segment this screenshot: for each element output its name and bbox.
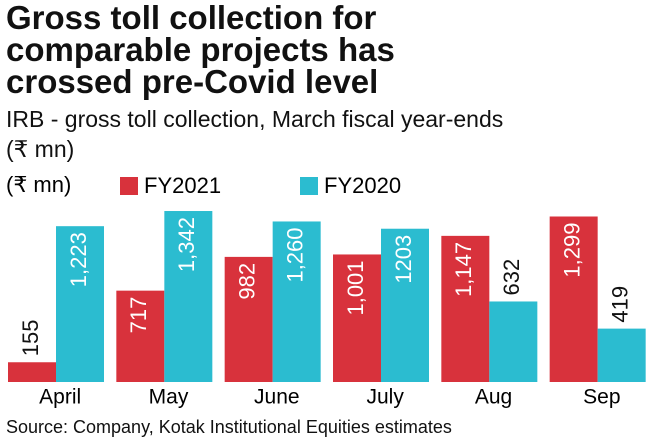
bar [56,226,104,382]
bar [597,328,646,382]
x-tick-label: May [149,386,189,409]
bar [489,301,538,382]
bar [116,290,165,382]
value-label: 632 [499,259,524,296]
legend-label: FY2021 [144,173,221,198]
value-label: 982 [234,263,259,300]
value-label: 1203 [391,235,416,284]
x-tick-label: June [254,386,300,409]
bar [333,254,381,382]
value-label: 1,001 [343,260,368,315]
x-tick-label: Aug [475,386,512,409]
source: Source: Company, Kotak Institutional Equ… [6,417,452,437]
value-label: 1,260 [282,227,307,282]
x-tick-label: Sep [583,386,620,409]
value-label: 1,223 [66,232,91,287]
x-tick-label: April [39,386,81,409]
value-label: 717 [126,297,151,334]
bar [381,228,429,382]
bar [8,362,56,382]
value-label: 1,299 [559,222,584,277]
legend-swatch [300,177,318,195]
x-tick-label: July [366,386,404,409]
bar [224,256,273,382]
bar [272,221,321,382]
legend-swatch [120,177,138,195]
legend-label: FY2020 [324,173,401,198]
value-label: 155 [18,320,43,357]
value-label: 1,147 [451,242,476,297]
value-label: 1,342 [174,217,199,272]
bar [441,235,490,382]
bar [164,211,213,382]
value-label: 419 [607,286,632,323]
chart-subtitle: IRB - gross toll collection, March fisca… [6,106,504,162]
chart-title: Gross toll collection for comparable pro… [6,0,395,100]
unit-label: (₹ mn) [6,172,71,197]
bar [549,216,598,382]
